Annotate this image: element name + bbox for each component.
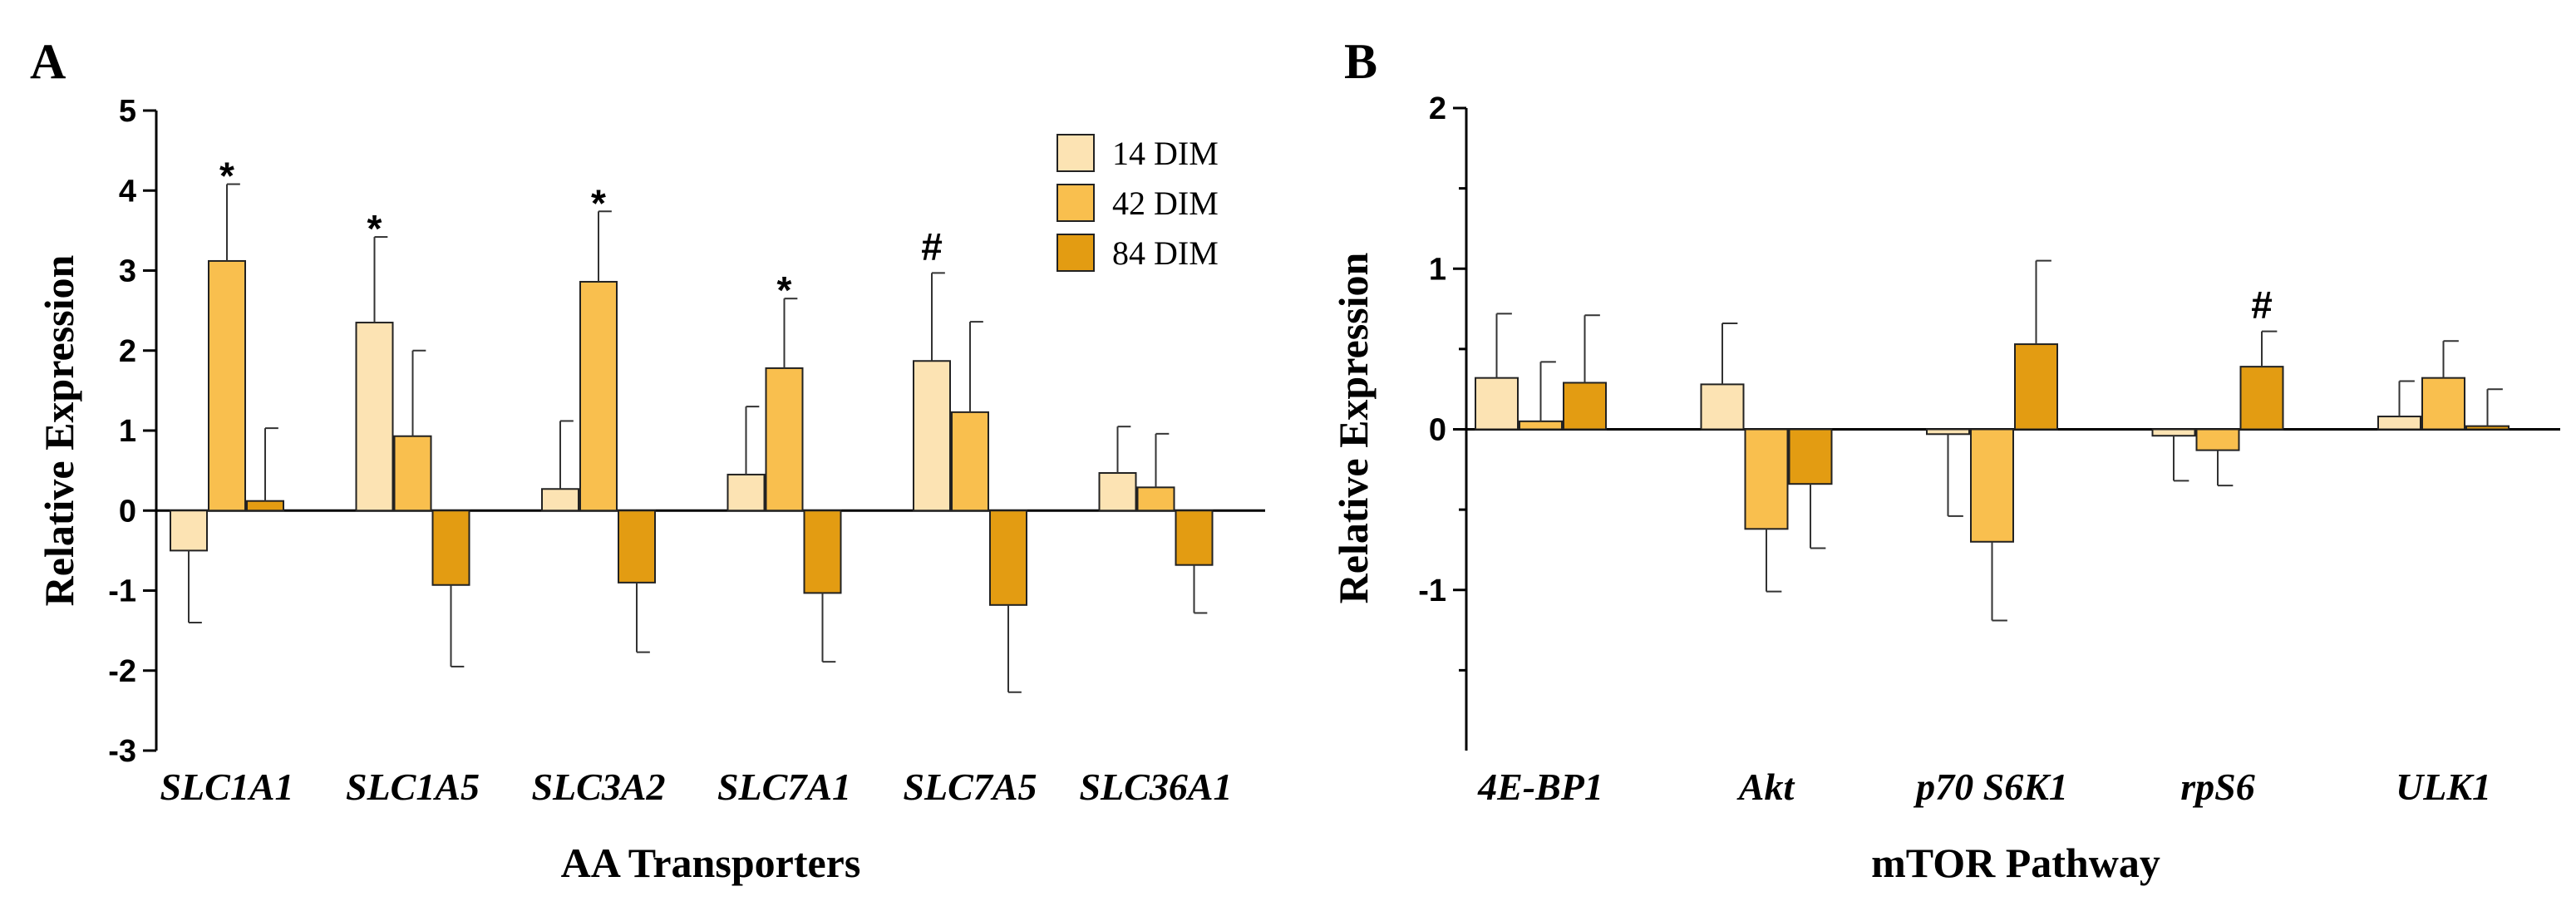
bar <box>393 435 432 512</box>
bar <box>618 510 656 584</box>
x-tick-label: SLC36A1 <box>1079 766 1232 808</box>
bar <box>913 360 951 512</box>
x-tick-label: 4E-BP1 <box>1477 766 1603 808</box>
bar <box>1175 510 1214 566</box>
x-tick-label: SLC3A2 <box>531 766 665 808</box>
x-tick-label: p70 S6K1 <box>1913 766 2068 808</box>
chart-panel-a: 5 4 3 2 1 0 -1 -2 -3 SLC1A1 SLC1A5 SLC3A2 SLC7A1 SLC7… <box>36 94 1265 886</box>
significance-marker: * <box>219 155 234 198</box>
chart-panel-b: 2 1 0 -1 4E-BP1 Akt p70 S6K1 rpS6 ULK1 # mTOR Path… <box>1330 91 2560 886</box>
y-tick-label: 2 <box>119 334 136 369</box>
bar <box>1926 428 1970 436</box>
y-axis-title: Relative Expression <box>1330 252 1377 603</box>
bar <box>803 510 842 594</box>
panel-b-letter: B <box>1344 34 1377 89</box>
bar <box>2377 416 2421 431</box>
bar <box>1788 428 1833 485</box>
bar <box>246 500 284 512</box>
bar <box>1475 377 1519 431</box>
x-tick-label: SLC7A5 <box>903 766 1037 808</box>
legend-swatch <box>1057 184 1095 222</box>
x-tick-label: ULK1 <box>2396 766 2491 808</box>
legend-label: 14 DIM <box>1112 135 1219 172</box>
bar <box>170 510 208 552</box>
y-tick-label: 5 <box>119 94 136 129</box>
significance-marker: * <box>777 268 792 312</box>
y-tick-label: 1 <box>1429 252 1446 287</box>
y-tick-label: -1 <box>1418 574 1446 608</box>
x-axis-title: AA Transporters <box>561 840 861 886</box>
bar <box>1700 383 1745 431</box>
bar <box>579 280 618 512</box>
legend-label: 42 DIM <box>1112 185 1219 222</box>
y-axis-title: Relative Expression <box>36 254 82 606</box>
x-axis-title: mTOR Pathway <box>1871 840 2160 886</box>
bar <box>2151 428 2196 437</box>
x-tick-label: rpS6 <box>2180 766 2254 808</box>
bar <box>541 488 579 512</box>
legend-swatch <box>1057 234 1095 272</box>
bar <box>2239 366 2284 431</box>
bar <box>2195 428 2240 451</box>
bar <box>431 510 470 586</box>
x-tick-label: SLC7A1 <box>717 766 851 808</box>
y-tick-label: -3 <box>108 734 136 769</box>
y-tick-label: -1 <box>108 574 136 609</box>
y-tick-label: 3 <box>119 254 136 289</box>
y-tick-label: 4 <box>119 174 136 209</box>
bar <box>1098 472 1137 512</box>
y-tick-label: 0 <box>119 494 136 529</box>
significance-marker: # <box>921 224 943 268</box>
significance-marker: # <box>2251 283 2273 327</box>
bar <box>1744 428 1789 530</box>
y-tick-label: 2 <box>1429 91 1446 126</box>
y-tick-label: 1 <box>119 414 136 449</box>
bar <box>2014 343 2058 431</box>
bar <box>1970 428 2014 543</box>
y-tick-label: 0 <box>1429 413 1446 448</box>
bar <box>1563 382 1607 431</box>
x-tick-label: Akt <box>1736 766 1795 808</box>
significance-marker: * <box>591 181 606 224</box>
bar <box>1136 486 1175 512</box>
significance-marker: * <box>367 207 382 250</box>
bar <box>2465 425 2510 431</box>
legend-swatch <box>1057 134 1095 172</box>
x-tick-label: SLC1A5 <box>346 766 480 808</box>
bar <box>2421 377 2465 431</box>
bar <box>765 367 804 512</box>
bar <box>727 473 766 512</box>
bar <box>355 322 394 512</box>
panel-a-letter: A <box>30 34 66 89</box>
bar <box>951 411 989 512</box>
bar <box>1519 420 1563 431</box>
bar <box>989 510 1027 606</box>
x-tick-label: SLC1A1 <box>160 766 293 808</box>
legend-label: 84 DIM <box>1112 234 1219 272</box>
y-tick-label: -2 <box>108 654 136 689</box>
bar <box>208 259 246 512</box>
